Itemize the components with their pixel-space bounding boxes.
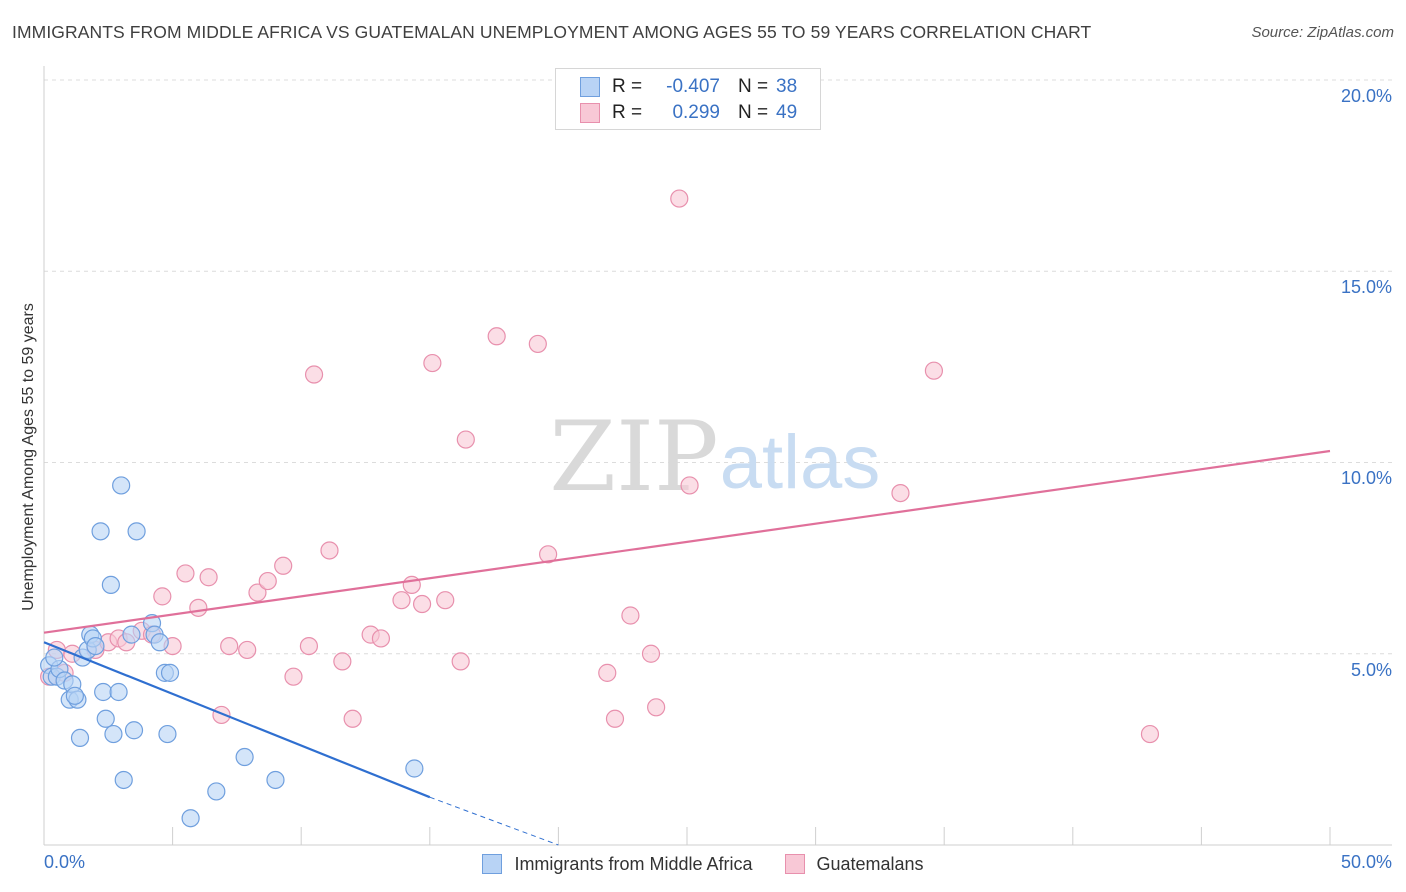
guatemalan-point	[343, 709, 362, 728]
correlation-legend: R = -0.407 N = 38 R = 0.299 N = 49	[555, 68, 821, 130]
x-tick-min: 0.0%	[44, 852, 86, 872]
guatemalan-point	[423, 353, 442, 373]
middle-africa-trend-extension	[429, 796, 559, 846]
legend-r-label: R =	[612, 76, 643, 97]
legend-label-guatemalans: Guatemalans	[816, 853, 924, 874]
middle-africa-point	[122, 625, 141, 644]
pink-swatch	[580, 103, 600, 123]
legend-n-label: N =	[738, 76, 769, 97]
legend-r-label: R =	[612, 102, 643, 123]
guatemalan-point	[641, 644, 661, 663]
guatemalan-point	[680, 476, 699, 495]
guatemalans-trend-line	[43, 449, 1331, 634]
guatemalan-point	[320, 541, 339, 560]
legend-label-middle-africa: Immigrants from Middle Africa	[514, 853, 753, 874]
guatemalan-point	[284, 667, 303, 686]
legend-n-value: 49	[776, 102, 798, 123]
guatemalan-point	[598, 663, 617, 682]
guatemalan-point	[274, 556, 293, 575]
blue-swatch	[482, 854, 503, 874]
middle-africa-point	[101, 575, 120, 595]
legend-r-value: -0.407	[666, 76, 720, 97]
guatemalan-point	[1140, 724, 1160, 744]
guatemalan-point	[299, 636, 319, 656]
guatemalan-point	[176, 564, 195, 583]
guatemalan-point	[238, 640, 257, 660]
middle-africa-trend-line	[43, 641, 431, 799]
middle-africa-point	[91, 522, 110, 541]
middle-africa-point	[124, 721, 144, 740]
guatemalan-point	[371, 629, 391, 648]
legend-n-label: N =	[738, 102, 769, 123]
x-tick-max: 50.0%	[1340, 852, 1392, 872]
guatemalan-point	[621, 606, 640, 625]
guatemalan-point	[392, 591, 411, 610]
middle-africa-point	[114, 770, 133, 790]
watermark: ZIP atlas	[549, 401, 880, 513]
middle-africa-point	[181, 809, 200, 828]
y-tick-5: 5.0%	[1350, 660, 1392, 680]
legend-item-guatemalans: Guatemalans	[784, 853, 924, 875]
guatemalan-point	[487, 327, 506, 346]
guatemalan-point	[189, 598, 208, 617]
legend-row-guatemalans: R = 0.299 N = 49	[580, 101, 797, 125]
middle-africa-point	[405, 759, 424, 778]
middle-africa-point	[104, 724, 123, 744]
chart-title: IMMIGRANTS FROM MIDDLE AFRICA VS GUATEMA…	[12, 22, 1092, 42]
guatemalan-point	[248, 583, 267, 602]
guatemalan-point	[412, 594, 432, 614]
guatemalan-point	[258, 571, 277, 591]
middle-africa-point	[65, 686, 84, 705]
middle-africa-point	[158, 724, 177, 744]
watermark-atlas: atlas	[720, 420, 881, 505]
series-legend: Immigrants from Middle Africa Guatemalan…	[0, 852, 1406, 876]
y-tick-10: 10.0%	[1340, 468, 1392, 488]
middle-africa-point	[266, 770, 285, 790]
guatemalan-point	[199, 568, 218, 587]
axes	[43, 66, 1392, 846]
trend-lines	[43, 449, 1331, 846]
guatemalan-point	[539, 545, 558, 564]
middle-africa-point	[112, 476, 131, 495]
blue-swatch	[580, 77, 600, 97]
middle-africa-point	[96, 709, 115, 728]
guatemalan-point	[436, 591, 455, 610]
guatemalan-point	[924, 361, 944, 380]
guatemalan-point	[670, 189, 689, 208]
pink-swatch	[784, 854, 805, 874]
guatemalan-point	[605, 709, 625, 728]
middle-africa-point	[207, 782, 226, 801]
legend-r-value: 0.299	[667, 102, 720, 123]
guatemalan-point	[456, 430, 475, 449]
guatemalan-point	[304, 365, 324, 384]
guatemalan-point	[333, 652, 352, 671]
middle-africa-point	[127, 522, 146, 541]
watermark-zip: ZIP	[549, 401, 718, 513]
guatemalan-point	[647, 698, 666, 717]
legend-row-middle-africa: R = -0.407 N = 38	[580, 75, 797, 99]
y-tick-20: 20.0%	[1340, 86, 1392, 106]
guatemalan-point	[451, 652, 470, 671]
source-label: Source: ZipAtlas.com	[1251, 24, 1394, 41]
middle-africa-point	[45, 648, 64, 667]
middle-africa-point	[94, 682, 113, 702]
guatemalan-point	[153, 587, 172, 606]
middle-africa-point	[109, 682, 128, 702]
guatemalan-point	[528, 334, 547, 354]
gridlines	[44, 79, 1392, 655]
legend-n-value: 38	[776, 76, 798, 97]
middle-africa-point	[160, 663, 180, 682]
middle-africa-points	[40, 476, 424, 828]
middle-africa-point	[86, 636, 105, 656]
middle-africa-point	[70, 728, 90, 748]
guatemalan-point	[891, 484, 910, 503]
legend-item-middle-africa: Immigrants from Middle Africa	[482, 853, 753, 875]
guatemalan-point	[220, 636, 239, 656]
middle-africa-point	[150, 633, 169, 652]
middle-africa-point	[235, 747, 254, 767]
y-tick-15: 15.0%	[1340, 277, 1392, 297]
